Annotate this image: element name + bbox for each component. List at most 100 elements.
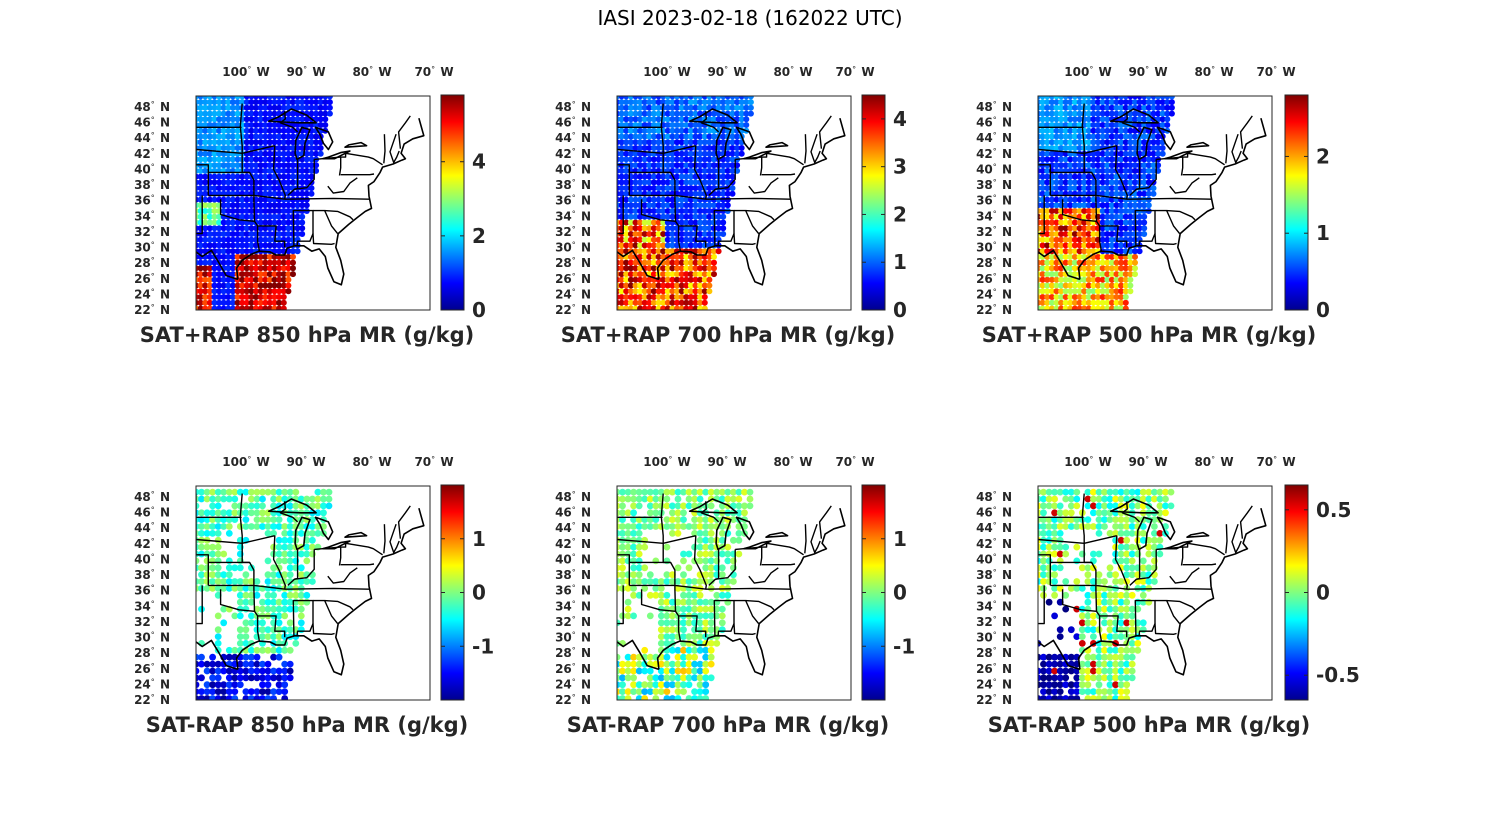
data-point xyxy=(231,502,239,510)
data-point xyxy=(243,248,250,255)
data-point xyxy=(655,208,662,214)
data-point xyxy=(1117,598,1125,606)
data-point xyxy=(1113,213,1120,220)
data-point xyxy=(652,502,660,510)
data-point xyxy=(650,219,657,226)
data-point xyxy=(696,667,704,675)
lat-label: 36° N xyxy=(976,194,1012,208)
data-point xyxy=(655,236,662,243)
data-point xyxy=(313,96,320,100)
data-point xyxy=(697,231,704,237)
data-point xyxy=(664,236,671,243)
data-point xyxy=(718,578,726,585)
data-point xyxy=(641,156,648,163)
data-point xyxy=(1048,156,1055,163)
data-point xyxy=(1113,242,1120,249)
data-point xyxy=(1104,162,1111,169)
data-point xyxy=(1095,133,1101,140)
data-point xyxy=(234,253,241,260)
data-point xyxy=(229,116,236,123)
data-point xyxy=(1048,96,1055,100)
state-boundary xyxy=(1114,145,1128,200)
data-point xyxy=(1159,145,1166,151)
data-point xyxy=(1044,231,1051,237)
border-mexico xyxy=(1038,639,1081,671)
geography xyxy=(1038,493,1267,676)
data-point xyxy=(239,202,246,209)
data-point xyxy=(687,96,694,100)
data-point xyxy=(687,265,694,272)
lon-label: 70° W xyxy=(1256,65,1295,79)
data-point xyxy=(655,185,662,192)
data-point xyxy=(209,571,217,579)
data-point xyxy=(257,179,264,186)
data-point xyxy=(660,219,667,226)
data-point xyxy=(285,96,292,100)
data-point xyxy=(687,133,694,140)
data-point xyxy=(623,127,630,134)
data-point xyxy=(683,104,690,111)
data-point xyxy=(203,681,211,689)
lon-label: 70° W xyxy=(1256,455,1295,469)
data-point xyxy=(1136,202,1143,209)
data-point xyxy=(1090,179,1097,186)
lon-label: 70° W xyxy=(835,455,874,469)
data-point xyxy=(1045,495,1053,503)
data-point xyxy=(618,190,625,197)
data-point xyxy=(646,653,654,661)
data-point xyxy=(239,248,246,255)
data-point xyxy=(720,225,727,232)
data-point xyxy=(211,276,218,283)
data-point xyxy=(627,259,634,266)
data-point xyxy=(624,653,632,661)
data-point xyxy=(1162,488,1169,496)
data-point xyxy=(1085,110,1092,117)
data-point xyxy=(297,530,305,537)
data-point xyxy=(664,156,671,163)
data-point xyxy=(285,116,292,123)
data-point xyxy=(196,585,200,592)
data-point xyxy=(664,282,671,289)
data-point xyxy=(702,564,710,572)
data-point xyxy=(1141,96,1148,100)
data-point xyxy=(711,162,717,169)
data-point xyxy=(687,282,694,289)
data-point xyxy=(630,523,637,530)
data-point xyxy=(627,104,634,111)
data-point xyxy=(1073,585,1081,592)
lat-label: 26° N xyxy=(555,662,591,676)
data-point xyxy=(1101,646,1108,654)
data-point xyxy=(196,667,200,675)
data-point xyxy=(655,225,662,232)
data-point xyxy=(664,276,671,283)
data-point xyxy=(1106,530,1114,537)
data-point xyxy=(618,127,625,134)
data-point xyxy=(294,96,301,100)
data-point xyxy=(229,242,236,249)
data-point xyxy=(707,543,715,551)
data-point xyxy=(225,236,232,243)
data-point xyxy=(1044,99,1051,106)
data-point xyxy=(280,282,287,289)
data-point xyxy=(1067,265,1074,272)
data-point xyxy=(678,139,685,146)
data-point xyxy=(669,674,676,682)
data-point xyxy=(257,271,264,278)
data-point xyxy=(198,509,205,517)
data-point xyxy=(1039,173,1046,180)
data-point xyxy=(1085,162,1092,169)
data-point xyxy=(711,271,717,278)
data-point xyxy=(236,633,244,640)
data-point xyxy=(214,667,222,675)
data-point xyxy=(1078,688,1086,695)
data-point xyxy=(209,585,217,592)
data-point xyxy=(664,196,671,203)
data-point xyxy=(1078,585,1086,592)
data-point xyxy=(1067,509,1075,517)
data-point xyxy=(281,557,289,565)
data-point xyxy=(1067,236,1074,243)
data-point xyxy=(1123,612,1131,620)
data-point xyxy=(303,156,310,163)
data-point xyxy=(197,104,204,111)
data-point xyxy=(711,248,717,255)
